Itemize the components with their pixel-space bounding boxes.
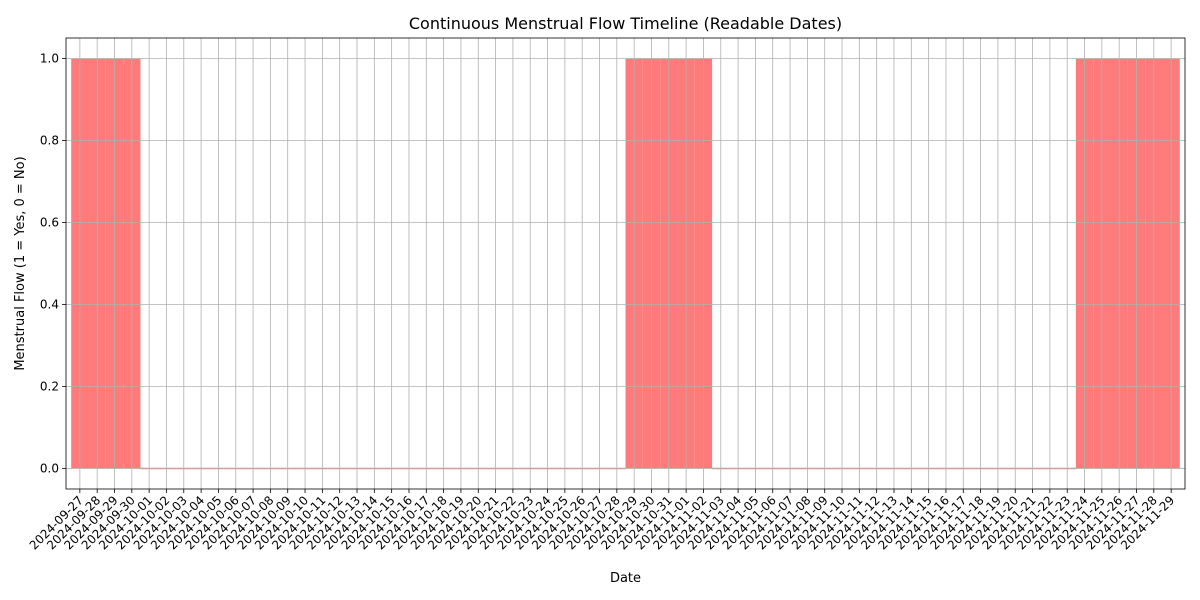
y-tick-label: 0.8	[40, 134, 59, 148]
axes: 0.00.20.40.60.81.02024-09-272024-09-2820…	[27, 37, 1186, 552]
x-axis-label: Date	[610, 571, 641, 586]
bars	[71, 58, 1180, 470]
plot-frame	[65, 37, 1186, 490]
y-tick-label: 1.0	[40, 52, 59, 66]
y-tick-label: 0.0	[40, 462, 59, 476]
y-tick-label: 0.2	[40, 380, 59, 394]
grid-lines	[66, 38, 1185, 489]
y-tick-label: 0.6	[40, 216, 59, 230]
y-axis-label: Menstrual Flow (1 = Yes, 0 = No)	[13, 156, 28, 370]
y-tick-label: 0.4	[40, 298, 59, 312]
chart-title: Continuous Menstrual Flow Timeline (Read…	[409, 14, 842, 33]
